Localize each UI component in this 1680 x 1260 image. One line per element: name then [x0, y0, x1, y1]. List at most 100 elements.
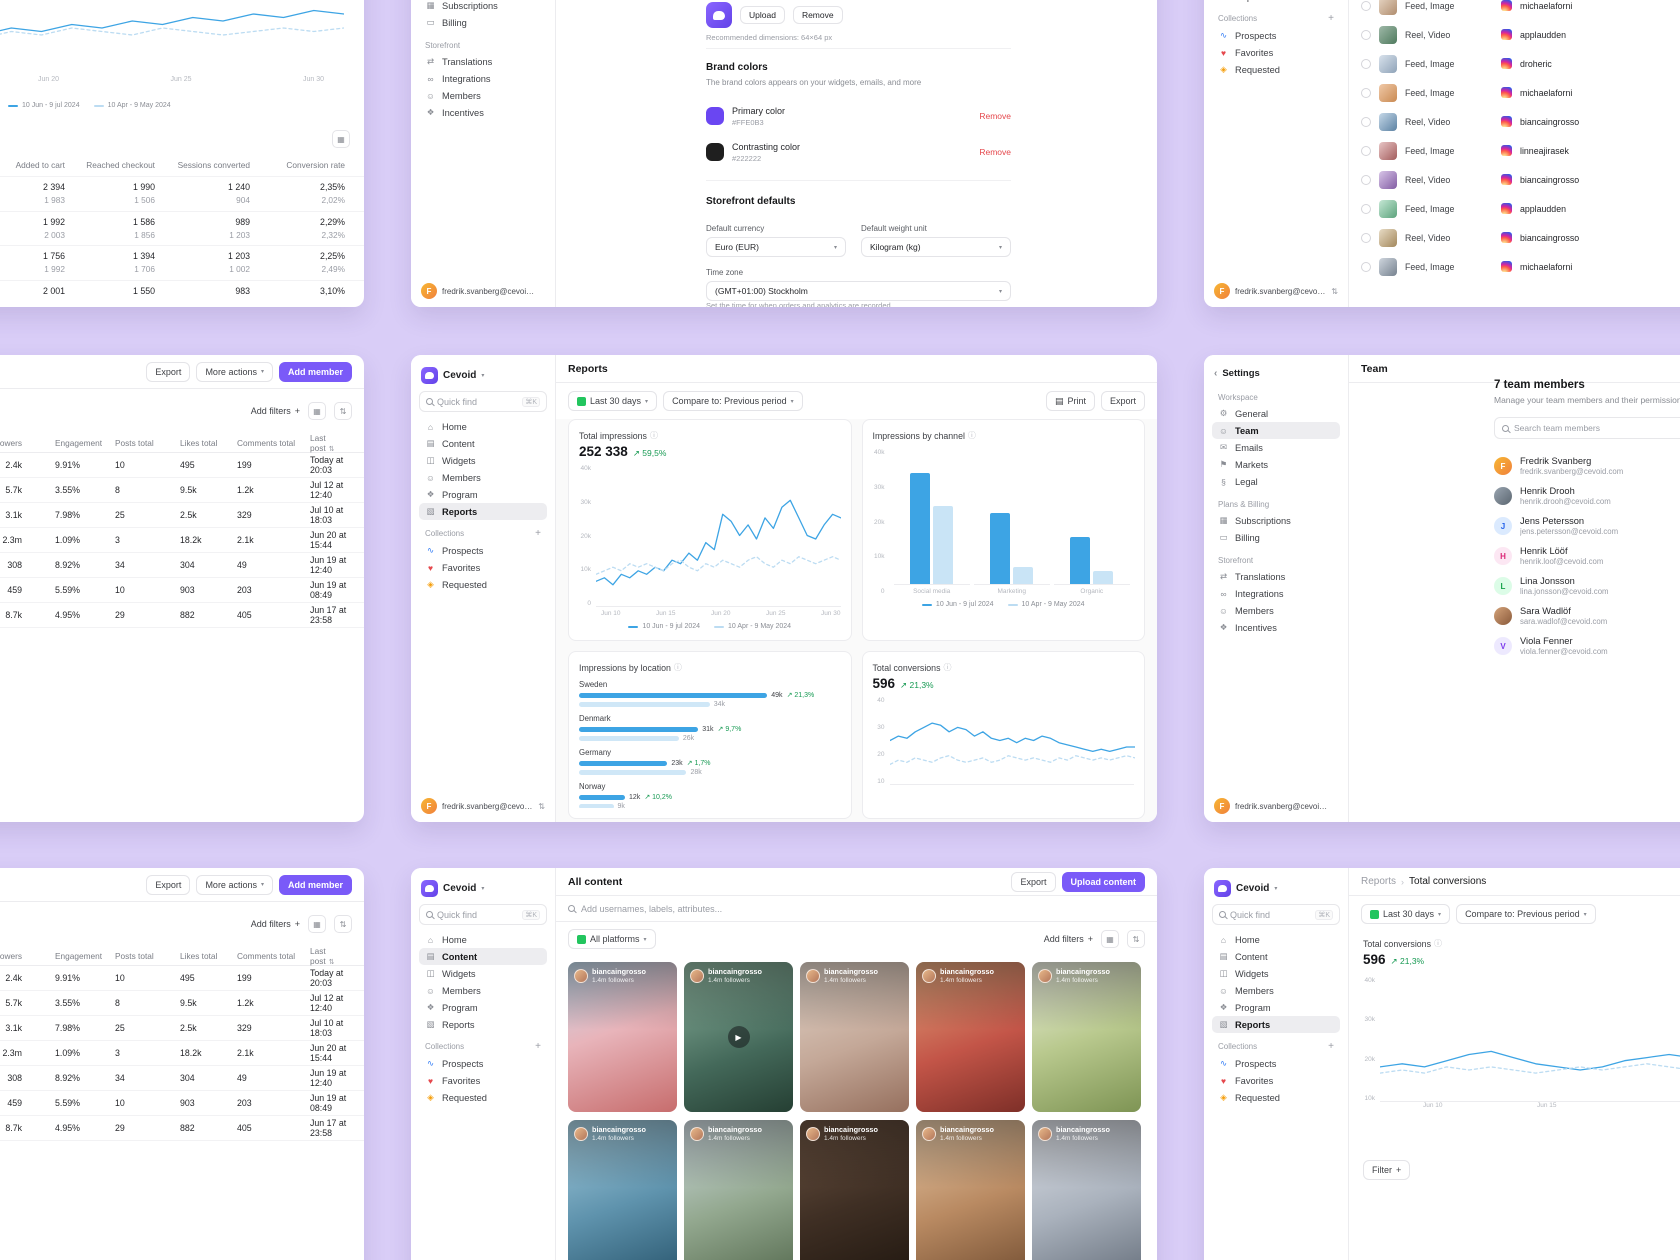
row-checkbox[interactable]	[1361, 232, 1371, 243]
collection-item[interactable]: ∿ Prospects	[1212, 1055, 1340, 1072]
sort-button[interactable]: ⇅	[1127, 930, 1145, 948]
row-checkbox[interactable]	[1361, 87, 1371, 98]
settings-nav-item[interactable]: ☺ Members	[1212, 602, 1340, 619]
add-collection-button[interactable]: +	[1328, 13, 1334, 24]
table-row[interactable]: 2.4k 9.91% 10 495 199 Today at 20:03	[0, 966, 364, 991]
table-row[interactable]: 459 5.59% 10 903 203 Jun 19 at 08:49	[0, 1091, 364, 1116]
column-header[interactable]: Comments total	[237, 438, 296, 448]
collection-item[interactable]: ◈ Requested	[419, 1089, 547, 1106]
row-checkbox[interactable]	[1361, 29, 1371, 40]
settings-nav-item[interactable]: ✉ Emails	[1212, 439, 1340, 456]
collection-item[interactable]: ◈ Requested	[1212, 61, 1340, 78]
team-search-input[interactable]	[1514, 423, 1680, 433]
content-row[interactable]: Reel, Video biancaingrosso	[1349, 165, 1680, 194]
content-tile[interactable]: biancaingrosso 1.4m followers	[916, 962, 1025, 1112]
column-header[interactable]: Last post ⇅	[310, 433, 335, 453]
column-settings-button[interactable]: ▦	[308, 915, 326, 933]
workspace-switcher[interactable]: Cevoid ▾	[419, 363, 547, 387]
more-actions-button[interactable]: More actions ▾	[196, 361, 273, 382]
nav-item[interactable]: ⌂ Home	[419, 931, 547, 948]
table-row[interactable]: 2.4k 9.91% 10 495 199 Today at 20:03	[0, 453, 364, 478]
collection-item[interactable]: ∿ Prospects	[419, 1055, 547, 1072]
table-row[interactable]: 459 5.59% 10 903 203 Jun 19 at 08:49	[0, 578, 364, 603]
collection-item[interactable]: ♥ Favorites	[419, 559, 547, 576]
column-header[interactable]: Posts total	[115, 951, 154, 961]
content-tile[interactable]: biancaingrosso 1.4m followers	[568, 1120, 677, 1260]
date-range-select[interactable]: Last 30 days ▾	[568, 391, 658, 411]
table-row[interactable]: 2.3m 1.09% 3 18.2k 2.1k Jun 20 at 15:44	[0, 528, 364, 553]
team-member-row[interactable]: J Jens Petersson jens.petersson@cevoid.co…	[1494, 511, 1680, 541]
settings-nav-item[interactable]: ▭ Billing	[419, 14, 547, 31]
column-header[interactable]: Conversion rate	[286, 160, 345, 170]
primary-color-swatch[interactable]	[706, 107, 724, 126]
nav-item[interactable]: ◫ Widgets	[419, 965, 547, 982]
collection-item[interactable]: ∿ Prospects	[1212, 27, 1340, 44]
content-row[interactable]: Feed, Image michaelaforni	[1349, 78, 1680, 107]
nav-item[interactable]: ❖ Program	[1212, 999, 1340, 1016]
table-row[interactable]: 8.7k 4.95% 29 882 405 Jun 17 at 23:58	[0, 1116, 364, 1141]
table-row[interactable]: 8.7k 4.95% 29 882 405 Jun 17 at 23:58	[0, 603, 364, 628]
row-checkbox[interactable]	[1361, 261, 1371, 272]
team-member-row[interactable]: L Lina Jonsson lina.jonsson@cevoid.com	[1494, 571, 1680, 601]
nav-item[interactable]: ▧ Reports	[419, 1016, 547, 1033]
nav-item[interactable]: ▧ Reports	[1212, 1016, 1340, 1033]
nav-item[interactable]: ▤ Content	[419, 948, 547, 965]
row-checkbox[interactable]	[1361, 0, 1371, 11]
nav-item[interactable]: ⌂ Home	[419, 418, 547, 435]
settings-nav-item[interactable]: ⇄ Translations	[1212, 568, 1340, 585]
settings-nav-item[interactable]: ☺ Team	[1212, 422, 1340, 439]
table-row[interactable]: 308 8.92% 34 304 49 Jun 19 at 12:40	[0, 553, 364, 578]
nav-item[interactable]: ☺ Members	[419, 982, 547, 999]
date-range-select[interactable]: Last 30 days ▾	[1361, 904, 1451, 924]
row-checkbox[interactable]	[1361, 58, 1371, 69]
collection-item[interactable]: ∿ Prospects	[419, 542, 547, 559]
export-button[interactable]: Export	[146, 361, 191, 382]
nav-item[interactable]: ▤ Content	[419, 435, 547, 452]
filter-button[interactable]: Filter +	[1363, 1160, 1411, 1180]
team-member-row[interactable]: F Fredrik Svanberg fredrik.svanberg@cevoi…	[1494, 451, 1680, 481]
settings-nav-item[interactable]: ∞ Integrations	[1212, 585, 1340, 602]
collection-item[interactable]: ◈ Requested	[419, 576, 547, 593]
column-header[interactable]: Reached checkout	[86, 160, 155, 170]
table-row[interactable]: 2 001 1 550 983 3,10%	[0, 279, 364, 302]
team-search[interactable]	[1494, 417, 1680, 439]
content-tile[interactable]: biancaingrosso 1.4m followers	[568, 962, 677, 1112]
column-header[interactable]: Engagement	[55, 438, 103, 448]
column-settings-button[interactable]: ▦	[332, 130, 350, 148]
add-collection-button[interactable]: +	[535, 528, 541, 539]
row-checkbox[interactable]	[1361, 203, 1371, 214]
timezone-select[interactable]: (GMT+01:00) Stockholm ▾	[706, 281, 1011, 301]
settings-nav-item[interactable]: ▦ Subscriptions	[1212, 512, 1340, 529]
column-header[interactable]: Likes total	[180, 438, 218, 448]
export-button[interactable]: Export	[146, 874, 191, 895]
quick-find-input[interactable]: Quick find ⌘K	[1212, 904, 1340, 925]
content-tile[interactable]: biancaingrosso 1.4m followers	[684, 1120, 793, 1260]
content-row[interactable]: Reel, Video biancaingrosso	[1349, 223, 1680, 252]
content-tile[interactable]: biancaingrosso 1.4m followers	[800, 962, 909, 1112]
content-row[interactable]: Feed, Image michaelaforni	[1349, 252, 1680, 281]
column-header[interactable]: Followers	[0, 438, 22, 448]
settings-nav-item[interactable]: ∞ Integrations	[419, 70, 547, 87]
content-tile[interactable]: biancaingrosso 1.4m followers	[800, 1120, 909, 1260]
nav-item[interactable]: ❖ Program	[419, 999, 547, 1016]
settings-nav-item[interactable]: ⚙ General	[1212, 405, 1340, 422]
column-settings-button[interactable]: ▦	[1101, 930, 1119, 948]
nav-item[interactable]: ▧ Reports	[419, 503, 547, 520]
table-row[interactable]: 5.7k 3.55% 8 9.5k 1.2k Jul 12 at 12:40	[0, 478, 364, 503]
add-filters-button[interactable]: Add filters +	[250, 919, 300, 929]
column-header[interactable]: Engagement	[55, 951, 103, 961]
quick-find-input[interactable]: Quick find ⌘K	[419, 904, 547, 925]
content-row[interactable]: Feed, Image droheric	[1349, 49, 1680, 78]
table-row[interactable]: 2.3m 1.09% 3 18.2k 2.1k Jun 20 at 15:44	[0, 1041, 364, 1066]
currency-select[interactable]: Euro (EUR) ▾	[706, 237, 846, 257]
column-header[interactable]: Last post ⇅	[310, 946, 335, 966]
collection-item[interactable]: ♥ Favorites	[1212, 1072, 1340, 1089]
more-actions-button[interactable]: More actions ▾	[196, 874, 273, 895]
content-search-input[interactable]	[581, 903, 1145, 914]
add-collection-button[interactable]: +	[1328, 1041, 1334, 1052]
column-header[interactable]: Likes total	[180, 951, 218, 961]
column-header[interactable]: Posts total	[115, 438, 154, 448]
row-checkbox[interactable]	[1361, 145, 1371, 156]
